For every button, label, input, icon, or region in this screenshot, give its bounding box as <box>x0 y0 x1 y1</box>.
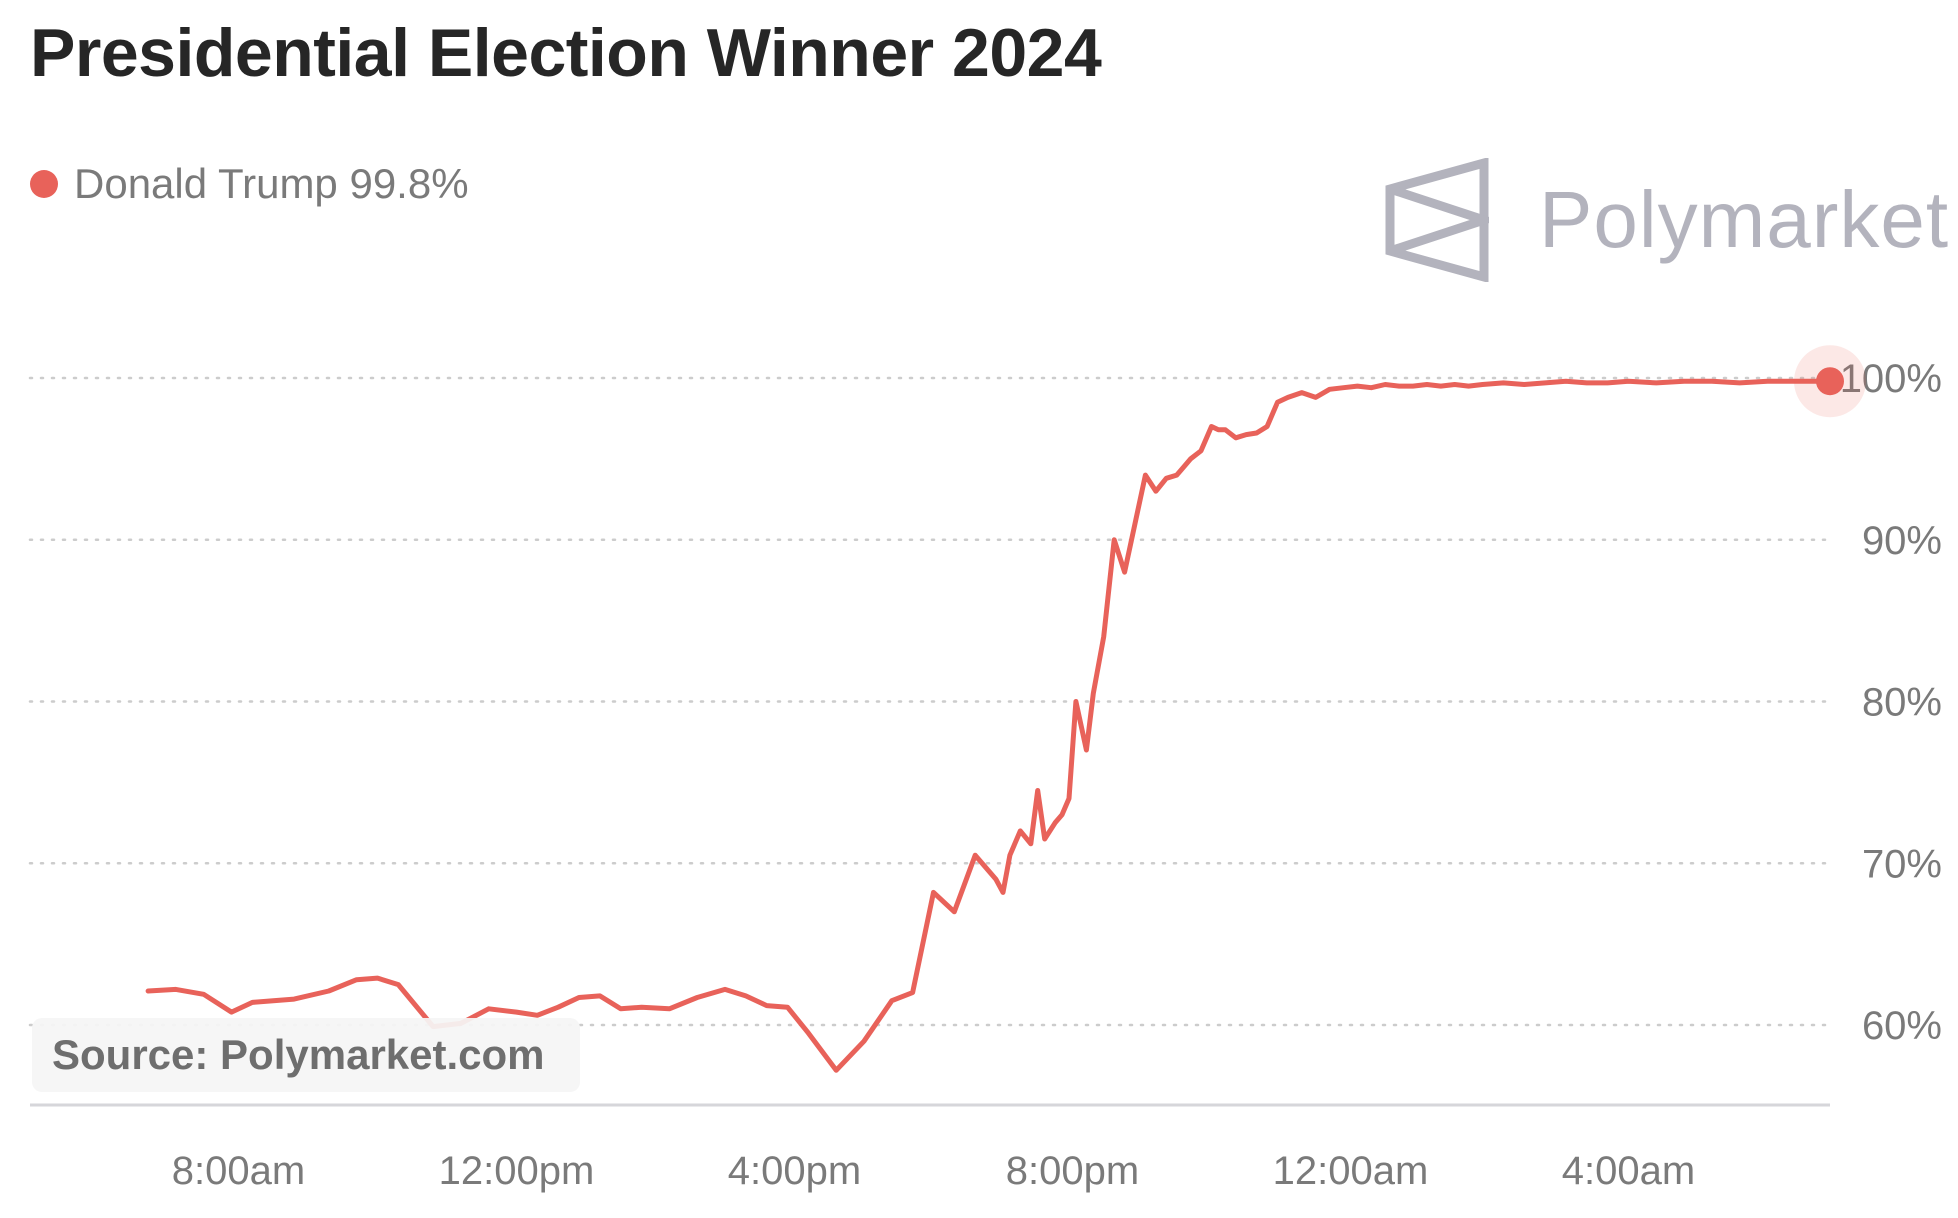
grid-lines <box>28 376 1832 1027</box>
legend-marker <box>30 170 58 198</box>
series-line-donald-trump[interactable] <box>145 378 1833 1073</box>
x-tick-label: 4:00am <box>1562 1149 1695 1193</box>
legend-label: Donald Trump 99.8% <box>74 160 469 207</box>
y-tick-label: 60% <box>1862 1004 1942 1048</box>
chart-title: Presidential Election Winner 2024 <box>30 15 1102 91</box>
polymarket-logo-icon <box>1385 158 1489 282</box>
legend[interactable]: Donald Trump 99.8% <box>30 160 469 208</box>
x-tick-label: 12:00pm <box>439 1149 595 1193</box>
y-tick-label: 80% <box>1862 681 1942 725</box>
x-tick-label: 8:00pm <box>1006 1149 1139 1193</box>
y-tick-label: 90% <box>1862 519 1942 563</box>
x-axis-ticks: 8:00am 12:00pm 4:00pm 8:00pm 12:00am 4:00am <box>172 1149 1695 1193</box>
y-tick-label: 70% <box>1862 842 1942 886</box>
x-tick-label: 8:00am <box>172 1149 305 1193</box>
y-axis-ticks: 60% 70% 80% 90% 100% <box>1840 357 1942 1048</box>
y-tick-label: 100% <box>1840 357 1942 401</box>
polymarket-logo: Polymarket <box>1385 158 1949 282</box>
series-end-marker[interactable] <box>1816 367 1844 396</box>
source-note: Source: Polymarket.com <box>32 1018 580 1092</box>
x-tick-label: 12:00am <box>1273 1149 1429 1193</box>
logo-text: Polymarket <box>1539 175 1950 264</box>
x-tick-label: 4:00pm <box>728 1149 861 1193</box>
